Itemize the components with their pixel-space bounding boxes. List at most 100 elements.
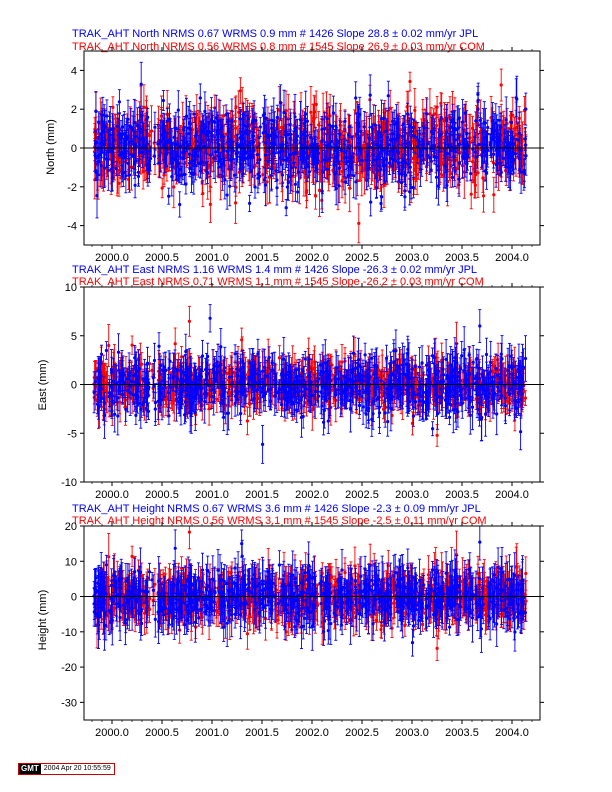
data-point xyxy=(208,202,212,206)
data-point xyxy=(252,118,256,122)
data-point xyxy=(317,123,321,127)
data-point xyxy=(117,100,121,104)
data-point xyxy=(148,133,152,138)
data-point xyxy=(140,113,144,117)
data-point xyxy=(204,132,208,136)
data-point xyxy=(449,149,453,153)
data-point xyxy=(357,221,361,225)
data-point xyxy=(313,110,317,114)
data-point xyxy=(322,165,326,169)
data-point xyxy=(373,158,377,162)
data-point xyxy=(434,123,439,128)
data-point xyxy=(203,109,207,113)
data-point xyxy=(233,173,237,177)
data-point xyxy=(331,111,335,115)
data-point xyxy=(513,127,517,131)
data-point xyxy=(369,200,373,204)
data-point xyxy=(413,135,417,139)
data-point xyxy=(225,193,229,197)
data-point xyxy=(233,119,237,123)
data-point xyxy=(172,185,176,189)
data-point xyxy=(178,167,182,171)
data-point xyxy=(149,129,154,133)
north-panel: TRAK_AHT North NRMS 0.67 WRMS 0.9 mm # 1… xyxy=(45,28,544,264)
data-point xyxy=(325,117,329,121)
data-point xyxy=(186,126,190,130)
data-point xyxy=(482,194,486,198)
data-point xyxy=(323,127,327,131)
data-point xyxy=(499,170,503,174)
data-point xyxy=(455,167,459,171)
data-point xyxy=(245,132,250,136)
data-point xyxy=(328,144,332,148)
data-point xyxy=(328,114,332,118)
data-point xyxy=(182,125,186,129)
data-point xyxy=(184,114,189,118)
data-point xyxy=(391,119,395,123)
data-point xyxy=(184,141,188,145)
data-point xyxy=(311,119,315,123)
data-point xyxy=(382,116,386,120)
data-point xyxy=(262,178,266,182)
data-point xyxy=(202,144,206,148)
data-point xyxy=(165,166,169,170)
data-point xyxy=(160,186,164,190)
data-point xyxy=(314,194,318,198)
data-point xyxy=(323,158,327,162)
data-point xyxy=(406,112,410,116)
data-point xyxy=(433,112,437,116)
data-point xyxy=(279,101,283,105)
data-point xyxy=(234,201,238,205)
data-point xyxy=(364,135,368,140)
data-point xyxy=(261,173,265,177)
data-point xyxy=(473,178,477,182)
data-point xyxy=(198,169,203,173)
data-point xyxy=(382,168,386,172)
data-point xyxy=(248,201,252,205)
data-point xyxy=(275,115,279,120)
data-point xyxy=(354,96,358,100)
data-point xyxy=(317,188,322,192)
data-point xyxy=(152,154,157,158)
data-point xyxy=(469,172,473,176)
data-point xyxy=(305,119,309,123)
data-point xyxy=(117,181,121,185)
data-point xyxy=(476,107,480,111)
data-point xyxy=(198,96,202,100)
data-point xyxy=(192,112,196,116)
data-point xyxy=(448,125,452,129)
data-point xyxy=(499,83,503,87)
data-point xyxy=(224,113,228,117)
data-point xyxy=(126,161,130,165)
data-point xyxy=(439,101,443,105)
data-point xyxy=(234,105,238,109)
data-point xyxy=(365,178,369,182)
data-point xyxy=(94,109,98,113)
data-point xyxy=(263,153,267,157)
data-point xyxy=(238,89,242,93)
data-point xyxy=(478,118,482,122)
data-point xyxy=(264,116,268,120)
north-title-jpl: TRAK_AHT North NRMS 0.67 WRMS 0.9 mm # 1… xyxy=(72,28,478,40)
data-point xyxy=(111,105,115,109)
data-point xyxy=(250,121,254,125)
data-point xyxy=(264,183,268,187)
data-point xyxy=(299,153,303,157)
data-point xyxy=(207,138,211,142)
data-point xyxy=(304,175,308,180)
data-point xyxy=(469,192,473,196)
data-point xyxy=(492,193,496,197)
data-point xyxy=(223,178,227,182)
data-point xyxy=(425,112,429,116)
data-point xyxy=(389,156,393,161)
data-point xyxy=(390,164,394,168)
data-point xyxy=(114,167,118,171)
data-point xyxy=(139,82,143,86)
data-point xyxy=(378,125,382,129)
data-point xyxy=(408,165,412,169)
data-point xyxy=(97,120,101,124)
data-point xyxy=(340,179,344,183)
data-point xyxy=(474,119,478,123)
data-point xyxy=(309,110,313,114)
data-point xyxy=(228,184,232,188)
